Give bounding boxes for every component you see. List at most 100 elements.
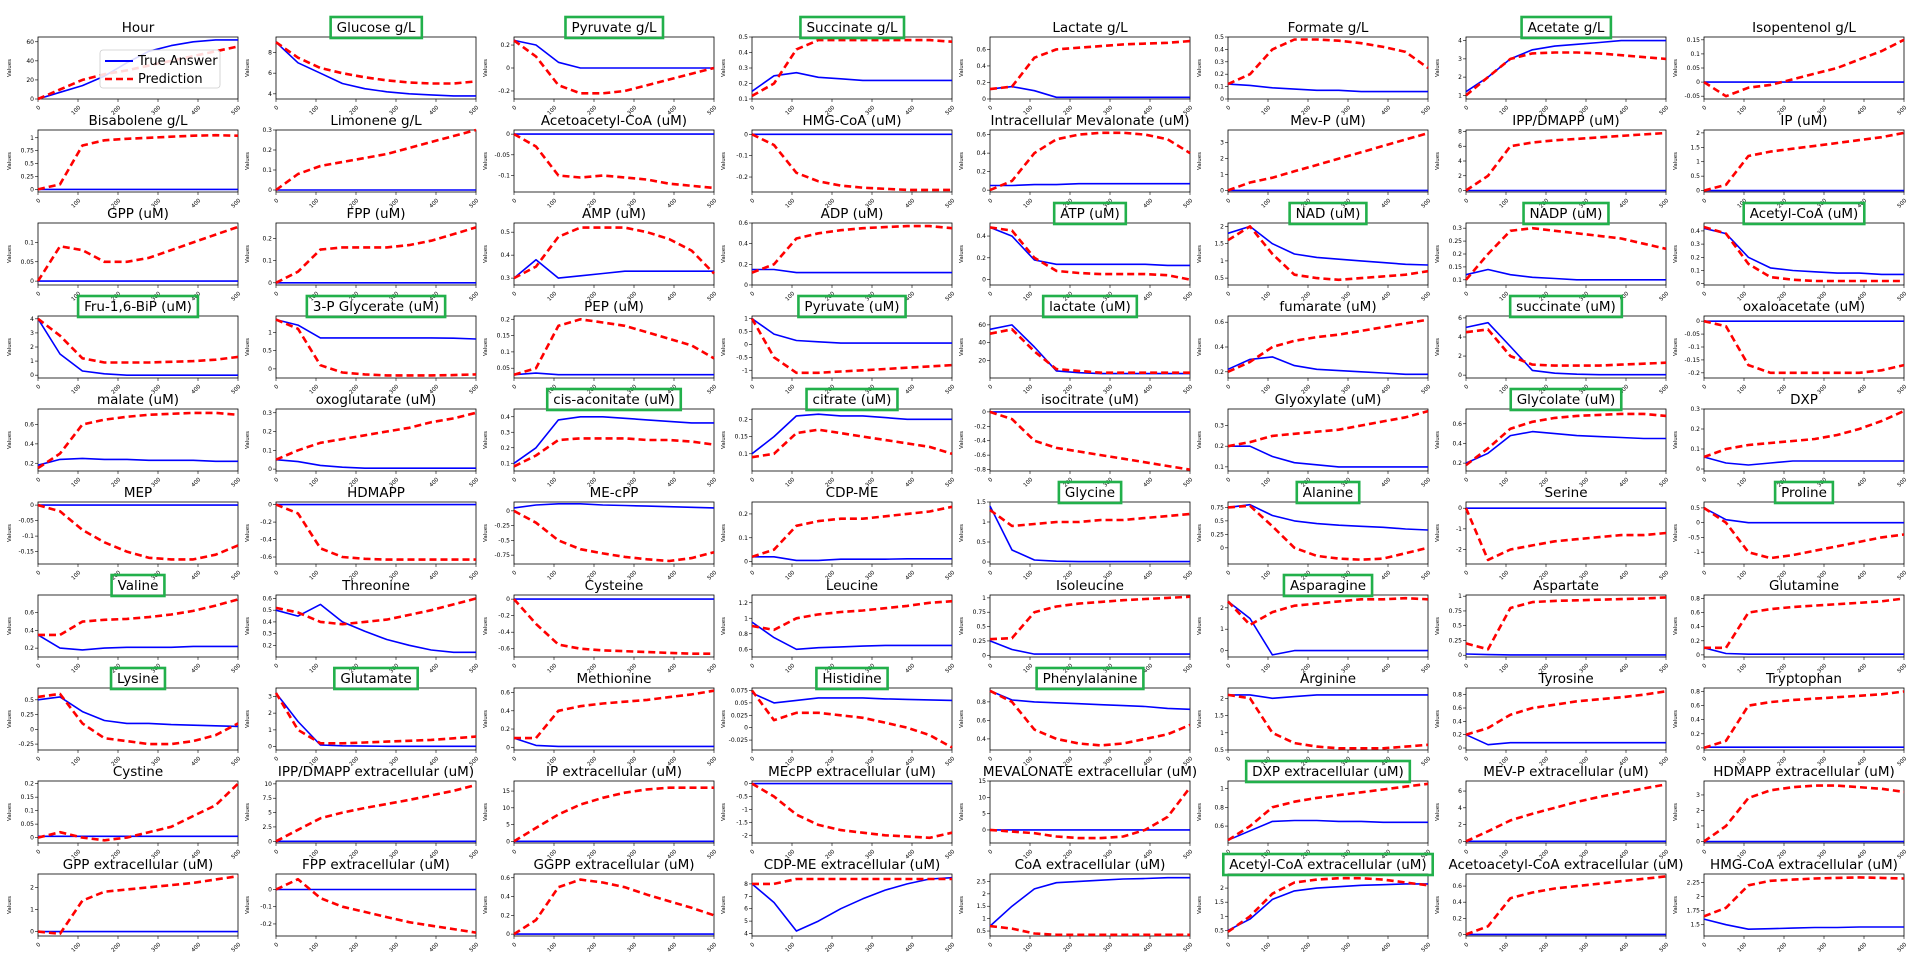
y-tick-label: 0.6 bbox=[738, 646, 748, 653]
true-answer-line bbox=[751, 413, 952, 455]
x-tick-label: 500 bbox=[231, 663, 243, 675]
y-tick-label: 0 bbox=[1458, 372, 1462, 379]
subplot-title: Succinate g/L bbox=[806, 20, 898, 36]
x-tick-label: 0 bbox=[1226, 477, 1233, 484]
y-tick-label: 0 bbox=[1458, 931, 1462, 938]
y-tick-label: 60 bbox=[978, 322, 986, 329]
y-tick-label: 1 bbox=[1220, 172, 1224, 179]
y-tick-label: 0.2 bbox=[1690, 254, 1700, 261]
subplot-title: Limonene g/L bbox=[330, 113, 422, 129]
y-tick-label: 0.1 bbox=[1690, 267, 1700, 274]
prediction-line bbox=[1227, 782, 1429, 842]
true-answer-line bbox=[989, 640, 1190, 655]
x-tick-label: 0 bbox=[512, 105, 519, 112]
prediction-line bbox=[750, 317, 953, 375]
true-answer-line bbox=[751, 876, 953, 932]
y-tick-label: 1 bbox=[30, 358, 34, 365]
y-axis-label: Values bbox=[1435, 803, 1441, 821]
y-axis-label: Values bbox=[1435, 524, 1441, 542]
x-tick-label: 500 bbox=[231, 105, 243, 117]
y-tick-label: -0.1 bbox=[736, 153, 748, 160]
x-tick-label: 500 bbox=[1897, 198, 1909, 210]
true-answer-line bbox=[275, 603, 476, 654]
axes-frame bbox=[989, 594, 1191, 658]
x-tick-label: 500 bbox=[1659, 291, 1671, 303]
true-answer-line bbox=[989, 690, 1191, 711]
axes-frame bbox=[751, 501, 953, 565]
subplot: 00.10.20.30.40.50 100 200 300 400 500ValuesFo… bbox=[1197, 20, 1433, 117]
x-tick-label: 0 bbox=[1702, 291, 1709, 298]
subplot-title: CDP-ME extracellular (uM) bbox=[764, 857, 941, 873]
y-axis-label: Values bbox=[721, 431, 727, 449]
y-tick-label: 0 bbox=[1458, 838, 1462, 845]
y-axis-label: Values bbox=[245, 59, 251, 77]
y-tick-label: 0.1 bbox=[1452, 277, 1462, 284]
axes-frame bbox=[275, 594, 477, 658]
x-tick-label: 0 bbox=[1702, 570, 1709, 577]
subplot-title: NAD (uM) bbox=[1296, 206, 1361, 222]
y-tick-label: 0 bbox=[268, 887, 272, 894]
y-tick-label: 1 bbox=[1220, 258, 1224, 265]
y-axis-label: Values bbox=[7, 803, 13, 821]
x-tick-label: 500 bbox=[469, 849, 481, 861]
y-axis-label: Values bbox=[245, 245, 251, 263]
prediction-line bbox=[989, 689, 1191, 747]
y-tick-label: 0.4 bbox=[976, 233, 986, 240]
y-tick-label: 0 bbox=[268, 187, 272, 194]
x-tick-label: 0 bbox=[1464, 570, 1471, 577]
subplot-title: Threonine bbox=[341, 578, 410, 594]
y-tick-label: 0.5 bbox=[1452, 623, 1462, 630]
y-tick-label: 0 bbox=[1220, 96, 1224, 103]
subplot: 0.10.20.30.40 100 200 300 400 500Valuescis-ac… bbox=[483, 387, 719, 489]
x-tick-label: 0 bbox=[1226, 105, 1233, 112]
true-answer-line bbox=[752, 268, 952, 274]
y-tick-label: 2 bbox=[30, 884, 34, 891]
y-tick-label: -0.2 bbox=[974, 423, 986, 430]
axes-frame bbox=[513, 222, 715, 286]
subplot-title: Aspartate bbox=[1533, 578, 1599, 594]
subplot-title: Serine bbox=[1544, 485, 1587, 501]
y-tick-label: -0.05 bbox=[18, 518, 34, 525]
y-tick-label: 0 bbox=[30, 372, 34, 379]
y-axis-label: Values bbox=[245, 617, 251, 635]
y-tick-label: 0.2 bbox=[976, 79, 986, 86]
y-axis-label: Values bbox=[7, 617, 13, 635]
subplot-title: IP (uM) bbox=[1780, 113, 1827, 129]
axes-frame bbox=[1227, 687, 1429, 751]
subplot-title: Acetoacetyl-CoA extracellular (uM) bbox=[1449, 857, 1684, 873]
x-tick-label: 100 bbox=[1737, 105, 1749, 117]
y-tick-label: 1 bbox=[982, 916, 986, 923]
y-tick-label: 0 bbox=[30, 278, 34, 285]
y-tick-label: 0.2 bbox=[976, 255, 986, 262]
y-axis-label: Values bbox=[959, 431, 965, 449]
y-tick-label: 0 bbox=[744, 781, 748, 788]
subplot-title: DXP bbox=[1790, 392, 1818, 408]
y-axis-label: Values bbox=[1197, 431, 1203, 449]
x-tick-label: 100 bbox=[1499, 942, 1511, 954]
y-tick-label: -0.2 bbox=[260, 921, 272, 928]
subplot: 00.20.40.60.80 100 200 300 400 500ValuesTyros… bbox=[1435, 671, 1671, 768]
prediction-line bbox=[1465, 131, 1667, 192]
x-tick-label: 0 bbox=[512, 756, 519, 763]
x-tick-label: 400 bbox=[191, 942, 203, 954]
y-tick-label: 0.1 bbox=[24, 808, 34, 815]
y-tick-label: -0.75 bbox=[494, 552, 510, 559]
x-tick-label: 300 bbox=[1579, 942, 1591, 954]
y-tick-label: -0.05 bbox=[1684, 331, 1700, 338]
x-tick-label: 100 bbox=[1261, 570, 1273, 582]
x-tick-label: 100 bbox=[309, 942, 321, 954]
x-tick-label: 500 bbox=[1659, 198, 1671, 210]
prediction-line bbox=[513, 878, 715, 936]
x-tick-label: 100 bbox=[1261, 663, 1273, 675]
x-tick-label: 100 bbox=[71, 570, 83, 582]
prediction-line bbox=[1465, 328, 1667, 367]
y-axis-label: Values bbox=[245, 338, 251, 356]
subplot-title: Pyruvate g/L bbox=[571, 20, 657, 36]
y-axis-label: Values bbox=[721, 338, 727, 356]
